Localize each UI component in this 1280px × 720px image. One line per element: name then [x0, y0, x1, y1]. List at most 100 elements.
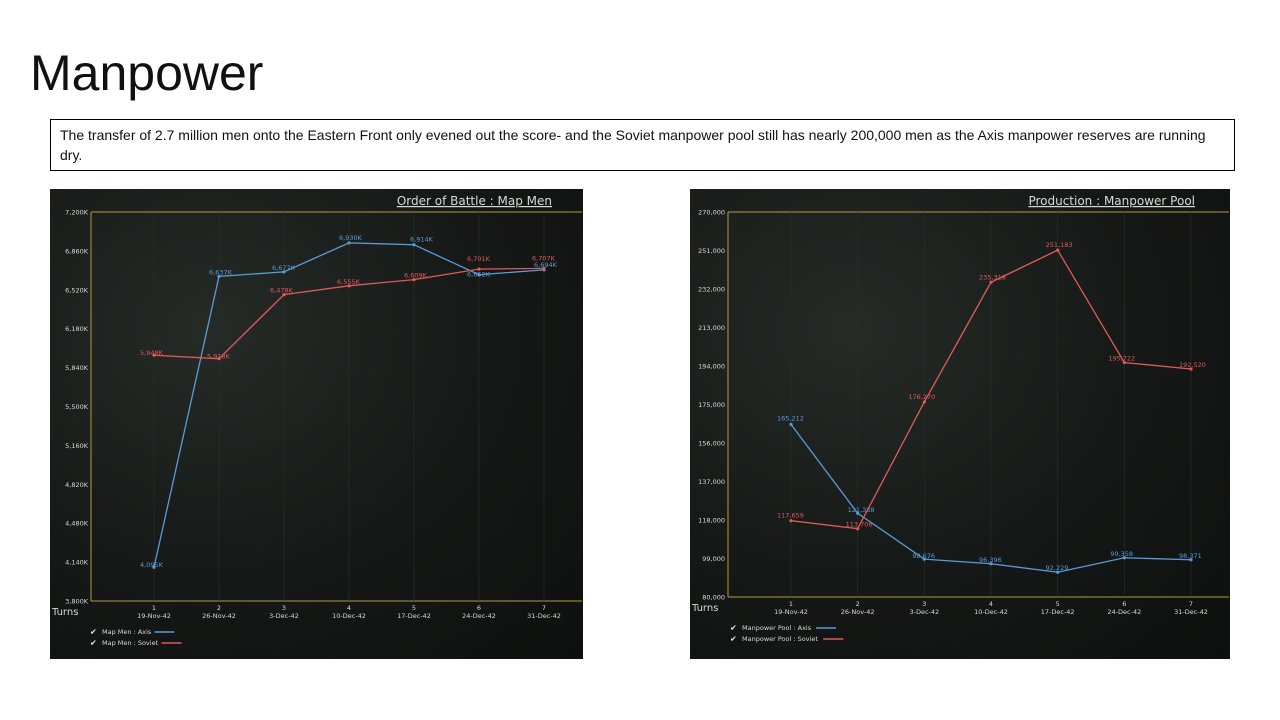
data-label: 92,229	[1046, 564, 1069, 572]
data-label: 98,676	[912, 552, 935, 560]
x-tick-date: 31-Dec-42	[1174, 608, 1208, 616]
data-point	[347, 241, 351, 245]
data-label: 121,338	[848, 506, 875, 514]
data-label: 98,371	[1179, 552, 1202, 560]
x-tick-turn: 2	[856, 600, 860, 608]
chart-manpower-pool: Production : Manpower Pool 270,000 251,000…	[691, 194, 1229, 644]
summary-text-box: The transfer of 2.7 million men onto the…	[50, 119, 1235, 171]
data-label: 99,358	[1110, 550, 1133, 558]
data-label: 5,948K	[140, 349, 164, 357]
data-label: 6,652K	[467, 271, 491, 279]
data-point	[789, 422, 793, 426]
data-point	[477, 267, 481, 271]
data-point	[412, 278, 416, 282]
x-tick-turn: 5	[1056, 600, 1060, 608]
data-point	[217, 274, 221, 279]
data-label: 251,183	[1046, 241, 1073, 249]
y-tick-label: 232,000	[698, 286, 725, 294]
data-label: 6,637K	[209, 268, 233, 276]
y-tick-label: 7,200K	[65, 209, 89, 217]
x-tick-turn: 1	[789, 600, 793, 608]
legend-label: Map Men : Axis	[102, 628, 152, 636]
data-label: 113,706	[846, 521, 873, 529]
y-tick-label: 156,000	[698, 440, 725, 448]
chart-map-men: Order of Battle : Map Men 7,200K 6,860K 6,5…	[51, 194, 582, 648]
data-point	[152, 565, 156, 569]
data-label: 165,212	[777, 414, 804, 422]
data-point	[542, 266, 546, 271]
data-label: 6,930K	[339, 234, 363, 242]
x-tick-date: 3-Dec-42	[269, 612, 299, 620]
x-tick-turn: 5	[412, 604, 416, 612]
x-tick-turn: 7	[542, 604, 546, 612]
chart-panel-map-men: Order of Battle : Map Men 7,200K 6,860K 6,5…	[50, 189, 583, 659]
y-tick-label: 137,000	[698, 478, 725, 486]
x-axis-title: Turns	[691, 603, 718, 614]
x-tick-date: 24-Dec-42	[1107, 608, 1141, 616]
x-tick-turn: 4	[989, 600, 993, 608]
data-label: 6,701K	[467, 255, 491, 263]
data-label: 5,918K	[207, 353, 231, 361]
data-point	[1189, 367, 1193, 371]
x-tick-turn: 1	[152, 604, 156, 612]
data-label: 4,095K	[140, 561, 164, 569]
x-tick-date: 10-Dec-42	[332, 612, 366, 620]
y-tick-label: 213,000	[698, 324, 725, 332]
data-point	[989, 280, 993, 284]
x-tick-turn: 3	[922, 600, 926, 608]
data-point	[282, 293, 286, 297]
data-label: 6,694K	[534, 261, 558, 269]
data-label: 6,914K	[410, 236, 434, 244]
data-point	[856, 511, 860, 515]
data-label: 6,555K	[337, 278, 361, 286]
legend-checkbox-icon: ✔	[730, 635, 737, 644]
page-title: Manpower	[30, 45, 264, 101]
data-point	[1056, 248, 1060, 252]
data-point	[477, 273, 481, 277]
data-label: 235,318	[979, 273, 1006, 281]
data-point	[789, 519, 793, 523]
x-tick-date: 31-Dec-42	[527, 612, 561, 620]
y-tick-label: 5,160K	[65, 442, 89, 450]
y-tick-label: 99,000	[702, 555, 725, 563]
x-tick-date: 24-Dec-42	[462, 612, 496, 620]
summary-text: The transfer of 2.7 million men onto the…	[60, 127, 1206, 163]
y-tick-label: 5,840K	[65, 364, 89, 372]
data-label: 6,609K	[404, 272, 428, 280]
data-point	[152, 353, 156, 357]
x-axis-title: Turns	[51, 607, 78, 618]
y-tick-label: 6,520K	[65, 286, 89, 294]
x-tick-date: 26-Nov-42	[841, 608, 875, 616]
data-point	[412, 243, 416, 247]
x-tick-turn: 2	[217, 604, 221, 612]
data-label: 6,677K	[272, 264, 296, 272]
legend-label: Manpower Pool : Axis	[742, 624, 812, 632]
y-tick-label: 175,000	[698, 401, 725, 409]
data-point	[856, 527, 860, 531]
x-tick-date: 17-Dec-42	[1041, 608, 1075, 616]
data-point	[282, 270, 286, 274]
y-tick-label: 251,000	[698, 247, 725, 255]
y-tick-label: 3,800K	[65, 598, 89, 606]
y-tick-label: 4,480K	[65, 520, 89, 528]
data-point	[1056, 570, 1060, 574]
legend-label: Manpower Pool : Soviet	[742, 635, 818, 643]
x-tick-turn: 4	[347, 604, 351, 612]
data-label: 195,722	[1108, 355, 1135, 363]
x-tick-date: 19-Nov-42	[774, 608, 808, 616]
x-tick-date: 3-Dec-42	[909, 608, 939, 616]
legend-label: Map Men : Soviet	[102, 639, 159, 647]
x-tick-date: 19-Nov-42	[137, 612, 171, 620]
data-label: 176,270	[908, 393, 935, 401]
y-tick-label: 194,000	[698, 363, 725, 371]
data-point	[1189, 558, 1193, 562]
data-label: 117,659	[777, 512, 804, 520]
data-label: 192,520	[1179, 361, 1206, 369]
legend-checkbox-icon: ✔	[90, 628, 97, 637]
x-tick-turn: 3	[282, 604, 286, 612]
data-label: 6,478K	[270, 287, 294, 295]
y-tick-label: 270,000	[698, 209, 725, 217]
data-point	[1122, 556, 1126, 560]
y-tick-label: 5,500K	[65, 403, 89, 411]
data-point	[347, 284, 351, 288]
